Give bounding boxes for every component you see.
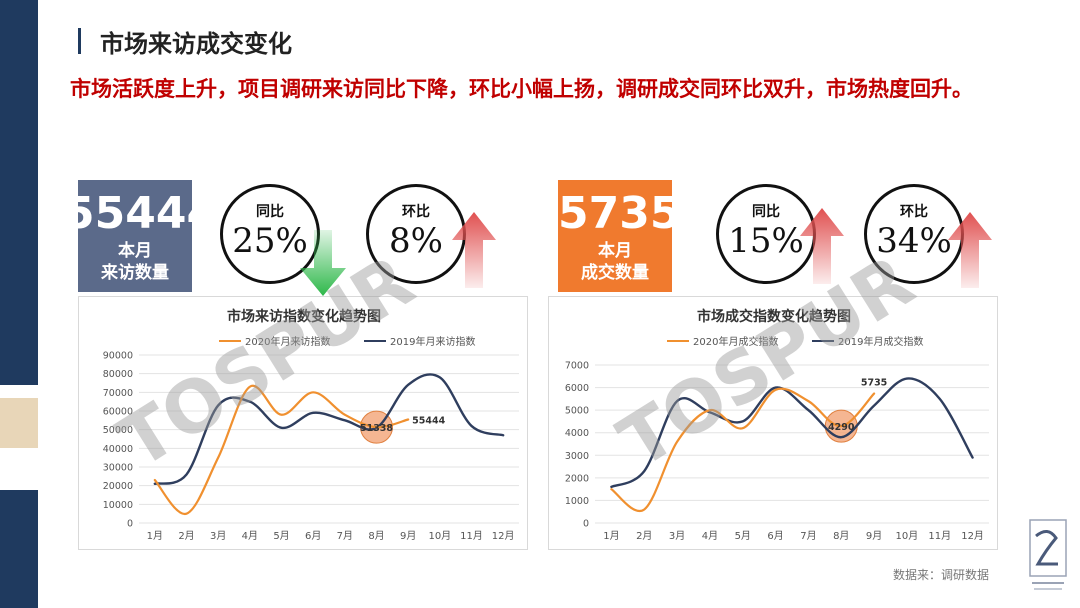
data-label: 5735 [861, 378, 887, 389]
x-tick-label: 12月 [961, 530, 984, 542]
chart-title: 市场来访指数变化趋势图 [227, 308, 381, 325]
page-title: 市场来访成交变化 [100, 30, 292, 58]
x-tick-label: 8月 [368, 530, 384, 542]
x-tick-label: 3月 [210, 530, 226, 542]
x-tick-label: 2月 [636, 530, 652, 542]
visits-chart-panel: 市场来访指数变化趋势图 2020年月来访指数 2019年月来访指数 0 10000 200… [78, 296, 528, 550]
data-label: 51338 [360, 423, 393, 434]
y-tick-label: 10000 [103, 500, 133, 511]
x-tick-label: 12月 [492, 530, 515, 542]
x-tick-label: 9月 [400, 530, 416, 542]
y-tick-label: 80000 [103, 369, 133, 380]
visits-yoy-circle: 同比 25% [220, 184, 320, 284]
y-tick-label: 70000 [103, 388, 133, 399]
title-marker [78, 28, 81, 54]
x-tick-label: 10月 [428, 530, 451, 542]
y-tick-label: 5000 [565, 406, 589, 417]
y-tick-label: 3000 [565, 451, 589, 462]
x-tick-label: 7月 [337, 530, 353, 542]
legend-entry: 2020年月成交指数 [693, 335, 778, 348]
deals-yoy-value: 15% [728, 221, 804, 261]
legend-entry: 2019年月成交指数 [838, 335, 923, 348]
series-line-1 [610, 377, 974, 489]
chart-title: 市场成交指数变化趋势图 [697, 308, 851, 325]
deals-yoy-label: 同比 [752, 204, 780, 220]
data-label: 4290 [828, 422, 855, 433]
deals-chart-panel: 市场成交指数变化趋势图 2020年月成交指数 2019年月成交指数 0 1000 2000… [548, 296, 998, 550]
visits-mom-up-arrow-icon [452, 212, 496, 288]
x-tick-label: 1月 [147, 530, 163, 542]
visits-yoy-label: 同比 [256, 204, 284, 220]
y-tick-label: 20000 [103, 481, 133, 492]
series-line-0 [610, 387, 876, 513]
y-tick-label: 90000 [103, 351, 133, 362]
y-tick-label: 60000 [103, 407, 133, 418]
x-tick-label: 1月 [603, 530, 619, 542]
headline: 市场活跃度上升，项目调研来访同比下降，环比小幅上扬，调研成交同环比双升，市场热度… [70, 77, 973, 101]
deals-mom-up-arrow-icon [948, 212, 992, 288]
anniversary-logo [1029, 519, 1067, 590]
visits-kpi-box: 55444 本月 来访数量 [78, 180, 192, 292]
y-tick-label: 0 [127, 519, 133, 530]
side-gap [0, 385, 38, 398]
visits-mom-label: 环比 [402, 204, 430, 220]
x-tick-label: 2月 [178, 530, 194, 542]
series-line-0 [153, 384, 410, 515]
source-note: 数据来：调研数据 [893, 568, 990, 582]
visits-label-line2: 来访数量 [101, 263, 169, 283]
x-tick-label: 4月 [702, 530, 718, 542]
y-tick-label: 2000 [565, 473, 589, 484]
x-tick-label: 4月 [242, 530, 258, 542]
y-tick-label: 0 [583, 519, 589, 530]
y-tick-label: 50000 [103, 425, 133, 436]
y-tick-label: 4000 [565, 428, 589, 439]
visits-chart: 市场来访指数变化趋势图 2020年月来访指数 2019年月来访指数 0 10000 200… [103, 308, 519, 542]
side-bar [0, 0, 38, 608]
deals-mom-value: 34% [876, 221, 952, 261]
y-tick-label: 30000 [103, 463, 133, 474]
x-tick-label: 5月 [735, 530, 751, 542]
x-tick-label: 9月 [866, 530, 882, 542]
deals-label-line1: 本月 [598, 241, 632, 261]
visits-mom-value: 8% [389, 221, 443, 261]
deals-label-line2: 成交数量 [581, 263, 649, 283]
x-tick-label: 11月 [460, 530, 483, 542]
side-gap-lower [0, 448, 38, 490]
visits-mom-circle: 环比 8% [366, 184, 466, 284]
side-accent [0, 398, 38, 448]
x-tick-label: 8月 [833, 530, 849, 542]
y-tick-label: 1000 [565, 496, 589, 507]
deals-kpi-box: 5735 本月 成交数量 [558, 180, 672, 292]
x-tick-label: 6月 [305, 530, 321, 542]
data-label: 55444 [412, 416, 445, 427]
visits-label-line1: 本月 [118, 241, 152, 261]
y-tick-label: 7000 [565, 361, 589, 372]
series-line-1 [153, 373, 505, 485]
x-tick-label: 11月 [928, 530, 951, 542]
visits-yoy-value: 25% [232, 221, 308, 261]
x-tick-label: 7月 [800, 530, 816, 542]
legend-entry: 2020年月来访指数 [245, 335, 330, 348]
y-tick-label: 6000 [565, 383, 589, 394]
deals-chart: 市场成交指数变化趋势图 2020年月成交指数 2019年月成交指数 0 1000 2000… [565, 308, 989, 542]
visits-yoy-down-arrow-icon [300, 230, 346, 296]
deals-value: 5735 [558, 188, 672, 239]
x-tick-label: 3月 [669, 530, 685, 542]
y-tick-label: 40000 [103, 444, 133, 455]
deals-mom-label: 环比 [900, 204, 928, 220]
x-tick-label: 5月 [273, 530, 289, 542]
x-tick-label: 6月 [767, 530, 783, 542]
legend-entry: 2019年月来访指数 [390, 335, 475, 348]
visits-value: 55444 [78, 188, 192, 239]
deals-yoy-up-arrow-icon [800, 208, 844, 284]
x-tick-label: 10月 [896, 530, 919, 542]
